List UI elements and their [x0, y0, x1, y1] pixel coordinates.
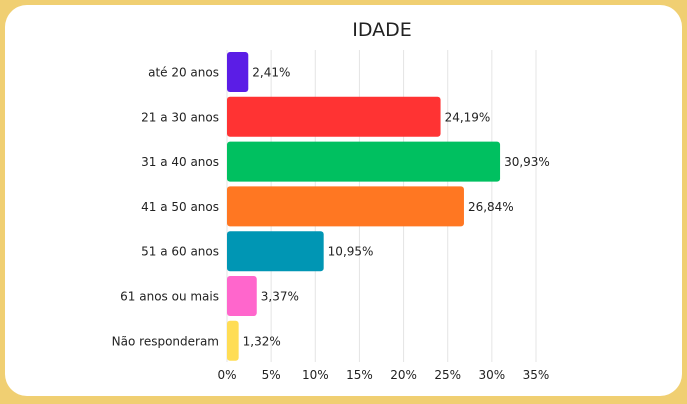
x-tick-label: 15%: [346, 368, 373, 382]
x-tick-label: 25%: [434, 368, 461, 382]
category-label: 31 a 40 anos: [141, 155, 219, 169]
x-tick-label: 35%: [523, 368, 550, 382]
x-tick-label: 30%: [479, 368, 506, 382]
data-label: 3,37%: [261, 290, 299, 304]
bar: [227, 231, 324, 272]
x-tick-label: 5%: [262, 368, 281, 382]
bar: [227, 141, 501, 182]
bar: [227, 186, 464, 227]
category-label: 61 anos ou mais: [120, 290, 219, 304]
category-label: 21 a 30 anos: [141, 110, 219, 124]
x-tick-label: 20%: [390, 368, 417, 382]
data-label: 10,95%: [328, 245, 374, 259]
data-label: 24,19%: [445, 110, 491, 124]
data-label: 30,93%: [504, 155, 550, 169]
category-label: até 20 anos: [148, 66, 219, 80]
category-label: 51 a 60 anos: [141, 245, 219, 259]
data-label: 26,84%: [468, 200, 514, 214]
x-tick-label: 10%: [302, 368, 329, 382]
data-label: 2,41%: [252, 66, 290, 80]
x-tick-label: 0%: [217, 368, 236, 382]
data-label: 1,32%: [243, 334, 281, 348]
category-label: Não responderam: [112, 334, 219, 348]
bar: [227, 96, 441, 137]
bar: [227, 52, 249, 92]
category-label: 41 a 50 anos: [141, 200, 219, 214]
bar: [227, 320, 239, 361]
chart-title: IDADE: [352, 19, 412, 41]
bar: [227, 276, 257, 316]
